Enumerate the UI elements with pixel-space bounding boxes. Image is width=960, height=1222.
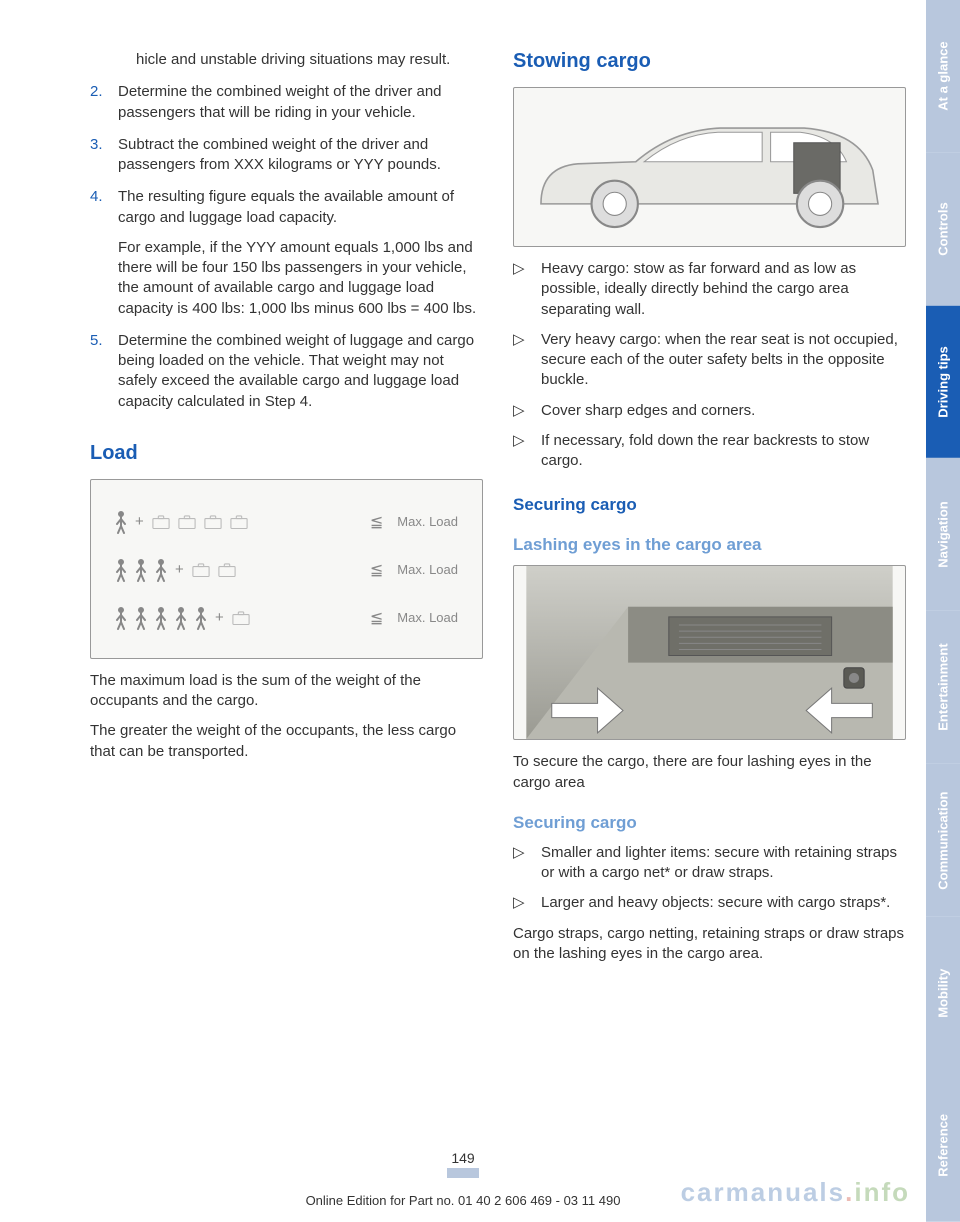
stowing-bullet: ▷Very heavy cargo: when the rear seat is… — [513, 330, 906, 391]
stowing-bullet: ▷Cover sharp edges and corners. — [513, 401, 906, 421]
bullet-text: Smaller and lighter items: secure with r… — [541, 843, 906, 884]
bullet-text: Very heavy cargo: when the rear seat is … — [541, 330, 906, 391]
load-paragraph-2: The greater the weight of the occupants,… — [90, 721, 483, 762]
step-number: 2. — [90, 82, 118, 123]
tab-navigation[interactable]: Navigation — [926, 458, 960, 611]
lashing-paragraph: To secure the cargo, there are four lash… — [513, 752, 906, 793]
tab-communication[interactable]: Communication — [926, 764, 960, 917]
tab-driving-tips[interactable]: Driving tips — [926, 306, 960, 459]
bullet-marker-icon: ▷ — [513, 330, 541, 391]
left-column: hicle and unstable driving situations ma… — [90, 50, 483, 1192]
step-text: Subtract the combined weight of the driv… — [118, 135, 483, 176]
heading-stowing-cargo: Stowing cargo — [513, 50, 906, 73]
bullet-text: Larger and heavy objects: secure with ca… — [541, 893, 890, 913]
numbered-step: 4.The resulting figure equals the availa… — [90, 187, 483, 319]
bullet-marker-icon: ▷ — [513, 431, 541, 472]
stowing-bullet: ▷Heavy cargo: stow as far forward and as… — [513, 259, 906, 320]
tab-mobility[interactable]: Mobility — [926, 917, 960, 1070]
bullet-text: Heavy cargo: stow as far forward and as … — [541, 259, 906, 320]
side-tabs: At a glanceControlsDriving tipsNavigatio… — [926, 0, 960, 1222]
car-cargo-illustration — [513, 87, 906, 247]
watermark: carmanuals.info — [681, 1177, 910, 1208]
load-row: +≦Max. Load — [115, 558, 458, 582]
bullet-text: If necessary, fold down the rear backres… — [541, 431, 906, 472]
bullet-text: Cover sharp edges and corners. — [541, 401, 755, 421]
continuation-text: hicle and unstable driving situations ma… — [90, 50, 483, 70]
page-number-wrap: 149 — [0, 1150, 926, 1178]
bullet-marker-icon: ▷ — [513, 259, 541, 320]
watermark-part-1: carmanuals — [681, 1177, 846, 1207]
step-number: 5. — [90, 331, 118, 412]
heading-securing-cargo: Securing cargo — [513, 495, 906, 515]
securing-bullet: ▷Larger and heavy objects: secure with c… — [513, 893, 906, 913]
tab-controls[interactable]: Controls — [926, 153, 960, 306]
step-text: The resulting figure equals the availabl… — [118, 187, 483, 319]
load-row: +≦Max. Load — [115, 510, 458, 534]
load-row: +≦Max. Load — [115, 606, 458, 630]
step-number: 3. — [90, 135, 118, 176]
numbered-step: 2.Determine the combined weight of the d… — [90, 82, 483, 123]
page-root: hicle and unstable driving situations ma… — [0, 0, 960, 1222]
heading-lashing-eyes: Lashing eyes in the cargo area — [513, 535, 906, 555]
right-column: Stowing cargo ▷Heavy cargo: stow as far … — [513, 50, 906, 1192]
bullet-marker-icon: ▷ — [513, 893, 541, 913]
bullet-marker-icon: ▷ — [513, 401, 541, 421]
step-text: Determine the combined weight of luggage… — [118, 331, 483, 412]
bullet-marker-icon: ▷ — [513, 843, 541, 884]
step-number: 4. — [90, 187, 118, 319]
step-text: Determine the combined weight of the dri… — [118, 82, 483, 123]
final-paragraph: Cargo straps, cargo netting, retaining s… — [513, 924, 906, 965]
lashing-eyes-illustration — [513, 565, 906, 740]
page-number: 149 — [447, 1150, 478, 1178]
load-diagram: +≦Max. Load +≦Max. Load +≦Max. Load — [90, 479, 483, 659]
content-area: hicle and unstable driving situations ma… — [0, 0, 926, 1222]
tab-entertainment[interactable]: Entertainment — [926, 611, 960, 764]
stowing-bullet: ▷If necessary, fold down the rear backre… — [513, 431, 906, 472]
load-paragraph-1: The maximum load is the sum of the weigh… — [90, 671, 483, 712]
watermark-part-3: info — [854, 1177, 910, 1207]
tab-reference[interactable]: Reference — [926, 1069, 960, 1222]
tab-at-a-glance[interactable]: At a glance — [926, 0, 960, 153]
numbered-step: 3.Subtract the combined weight of the dr… — [90, 135, 483, 176]
numbered-step: 5.Determine the combined weight of lugga… — [90, 331, 483, 412]
heading-securing-cargo-2: Securing cargo — [513, 813, 906, 833]
securing-bullet: ▷Smaller and lighter items: secure with … — [513, 843, 906, 884]
watermark-part-2: . — [845, 1177, 854, 1207]
heading-load: Load — [90, 442, 483, 465]
